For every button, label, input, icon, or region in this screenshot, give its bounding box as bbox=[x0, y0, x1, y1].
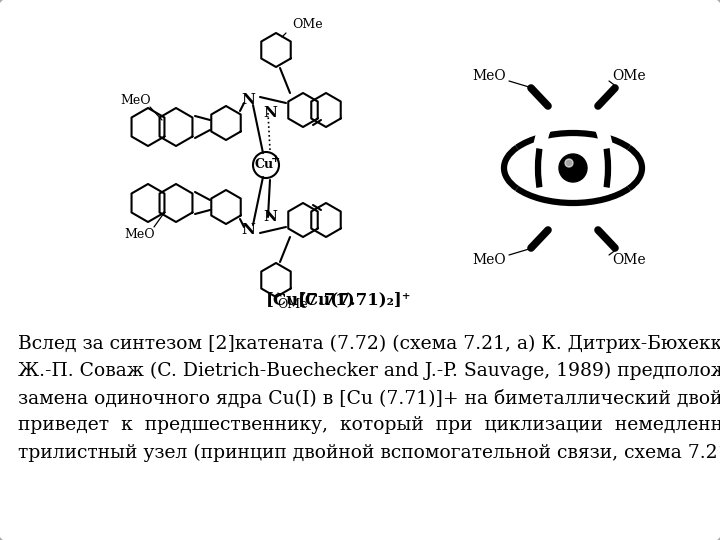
Text: N: N bbox=[241, 93, 255, 107]
Text: N: N bbox=[263, 106, 277, 120]
Circle shape bbox=[559, 154, 587, 182]
Text: MeO: MeO bbox=[125, 228, 156, 241]
Text: MeO: MeO bbox=[121, 93, 151, 106]
Text: +: + bbox=[271, 152, 279, 164]
Text: трилистный узел (принцип двойной вспомогательной связи, схема 7.21, б).: трилистный узел (принцип двойной вспомог… bbox=[18, 443, 720, 462]
Text: замена одиночного ядра Cu(I) в [Cu (7.71)]+ на биметаллический двойной геликат: замена одиночного ядра Cu(I) в [Cu (7.71… bbox=[18, 389, 720, 408]
Text: Cu: Cu bbox=[254, 159, 274, 172]
Text: [Cu(7.71)₂]⁺: [Cu(7.71)₂]⁺ bbox=[298, 292, 412, 308]
Text: MeO: MeO bbox=[472, 69, 506, 83]
Text: OMe: OMe bbox=[612, 69, 646, 83]
Text: N: N bbox=[241, 223, 255, 237]
Text: Вслед за синтезом [2]катената (7.72) (схема 7.21, а) К. Дитрих-Бюхеккер и: Вслед за синтезом [2]катената (7.72) (сх… bbox=[18, 335, 720, 353]
Text: Ж.-П. Соваж (C. Dietrich-Buechecker and J.-P. Sauvage, 1989) предположили, что: Ж.-П. Соваж (C. Dietrich-Buechecker and … bbox=[18, 362, 720, 380]
Text: [Cu(7.71): [Cu(7.71) bbox=[266, 292, 355, 308]
Text: приведет  к  предшественнику,  который  при  циклизации  немедленно  даст: приведет к предшественнику, который при … bbox=[18, 416, 720, 434]
Text: OMe: OMe bbox=[278, 299, 308, 312]
Circle shape bbox=[565, 159, 573, 167]
Text: OMe: OMe bbox=[293, 18, 323, 31]
Text: OMe: OMe bbox=[612, 253, 646, 267]
Text: N: N bbox=[263, 210, 277, 224]
Text: MeO: MeO bbox=[472, 253, 506, 267]
